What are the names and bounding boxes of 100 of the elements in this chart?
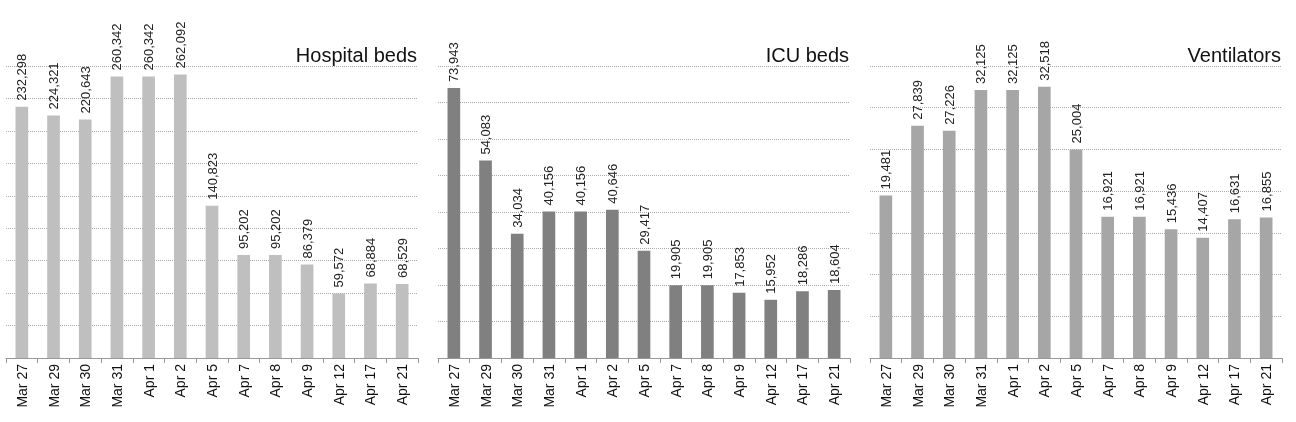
x-tick-label: Mar 31 bbox=[108, 363, 125, 408]
bar bbox=[479, 160, 492, 358]
bar bbox=[332, 293, 346, 358]
bar bbox=[510, 233, 524, 358]
bar bbox=[827, 290, 841, 358]
bar bbox=[364, 283, 377, 358]
x-tick-label: Mar 29 bbox=[45, 363, 62, 408]
data-label: 32,518 bbox=[1036, 40, 1052, 81]
x-tick-label: Apr 12 bbox=[1194, 363, 1211, 406]
x-tick-label: Mar 27 bbox=[877, 363, 894, 408]
x-tick-label: Apr 21 bbox=[1258, 363, 1275, 406]
data-label: 73,943 bbox=[446, 42, 462, 83]
chart-title: Ventilators bbox=[1187, 44, 1281, 66]
bar bbox=[205, 205, 219, 358]
chart-title: ICU beds bbox=[765, 44, 850, 66]
x-tick-label: Mar 31 bbox=[540, 363, 557, 408]
bar bbox=[269, 255, 282, 358]
data-label: 260,342 bbox=[109, 23, 125, 71]
x-tick-label: Apr 17 bbox=[794, 363, 811, 406]
bar bbox=[110, 76, 124, 358]
data-label: 40,156 bbox=[541, 165, 557, 206]
data-label: 18,604 bbox=[826, 244, 842, 285]
data-label: 86,379 bbox=[299, 218, 315, 259]
x-tick-label: Apr 12 bbox=[330, 363, 347, 406]
bar bbox=[237, 255, 251, 358]
bar bbox=[395, 283, 409, 358]
data-label: 14,407 bbox=[1195, 192, 1211, 232]
bar bbox=[47, 115, 60, 358]
data-label: 27,226 bbox=[941, 85, 957, 125]
data-label: 15,436 bbox=[1163, 183, 1179, 224]
data-label: 15,952 bbox=[763, 254, 779, 294]
bar bbox=[542, 211, 556, 358]
data-label: 16,631 bbox=[1226, 173, 1242, 214]
data-label: 29,417 bbox=[636, 204, 652, 245]
bar bbox=[78, 119, 92, 358]
bar bbox=[142, 76, 155, 358]
data-label: 68,529 bbox=[394, 238, 410, 278]
data-label: 54,083 bbox=[478, 114, 494, 155]
data-label: 32,125 bbox=[1005, 44, 1021, 84]
data-label: 32,125 bbox=[973, 44, 989, 84]
bar bbox=[732, 292, 746, 358]
x-tick-label: Apr 1 bbox=[140, 363, 157, 398]
bar bbox=[15, 106, 29, 358]
data-label: 27,839 bbox=[910, 79, 926, 120]
x-tick-label: Mar 27 bbox=[445, 363, 462, 408]
data-label: 40,156 bbox=[573, 165, 589, 206]
x-tick-label: Apr 2 bbox=[604, 363, 621, 398]
x-tick-label: Apr 5 bbox=[1068, 363, 1084, 398]
data-label: 260,342 bbox=[141, 23, 157, 71]
data-label: 25,004 bbox=[1068, 103, 1084, 144]
x-tick-label: Apr 1 bbox=[1004, 363, 1021, 398]
x-tick-label: Apr 21 bbox=[394, 363, 411, 406]
x-tick-label: Apr 21 bbox=[826, 363, 843, 406]
x-tick-label: Apr 8 bbox=[1131, 363, 1148, 398]
bar bbox=[637, 250, 651, 358]
data-label: 18,286 bbox=[794, 245, 810, 286]
data-label: 262,092 bbox=[172, 21, 188, 69]
x-tick-label: Apr 9 bbox=[1163, 363, 1180, 398]
x-tick-label: Apr 2 bbox=[172, 363, 189, 398]
bar bbox=[796, 291, 809, 358]
x-tick-label: Apr 7 bbox=[667, 363, 684, 398]
bar bbox=[173, 74, 187, 358]
x-tick-label: Apr 5 bbox=[204, 363, 220, 398]
x-tick-label: Mar 30 bbox=[509, 363, 526, 408]
data-label: 16,921 bbox=[1100, 171, 1116, 211]
x-tick-label: Mar 27 bbox=[13, 363, 30, 408]
bar bbox=[447, 88, 461, 358]
bar bbox=[605, 209, 619, 358]
data-label: 68,884 bbox=[362, 237, 378, 278]
data-label: 17,853 bbox=[731, 247, 747, 287]
x-tick-label: Apr 7 bbox=[235, 363, 252, 398]
x-tick-label: Mar 29 bbox=[477, 363, 494, 408]
data-label: 224,321 bbox=[46, 62, 62, 110]
data-label: 232,298 bbox=[14, 53, 30, 101]
data-label: 95,202 bbox=[236, 209, 252, 250]
data-label: 140,823 bbox=[204, 152, 220, 200]
x-tick-label: Apr 2 bbox=[1036, 363, 1053, 398]
x-tick-label: Apr 8 bbox=[267, 363, 284, 398]
x-tick-label: Mar 30 bbox=[77, 363, 94, 408]
data-label: 19,905 bbox=[668, 239, 684, 280]
data-label: 59,572 bbox=[331, 247, 347, 288]
x-tick-label: Apr 9 bbox=[299, 363, 316, 398]
bar bbox=[574, 211, 587, 358]
data-label: 16,921 bbox=[1131, 171, 1147, 211]
bar bbox=[669, 285, 683, 358]
x-tick-label: Apr 12 bbox=[762, 363, 779, 406]
data-label: 19,481 bbox=[878, 149, 894, 190]
data-label: 34,034 bbox=[509, 188, 525, 228]
x-tick-label: Mar 30 bbox=[941, 363, 958, 408]
x-tick-label: Apr 7 bbox=[1099, 363, 1116, 398]
bar bbox=[300, 264, 314, 358]
data-label: 16,855 bbox=[1258, 171, 1274, 212]
x-tick-label: Apr 5 bbox=[636, 363, 652, 398]
data-label: 40,646 bbox=[604, 163, 620, 204]
data-label: 95,202 bbox=[267, 209, 283, 250]
bar bbox=[764, 299, 778, 358]
x-tick-label: Apr 9 bbox=[731, 363, 748, 398]
x-tick-label: Apr 17 bbox=[1226, 363, 1243, 406]
data-label: 19,905 bbox=[699, 239, 715, 280]
x-tick-label: Mar 31 bbox=[972, 363, 989, 408]
